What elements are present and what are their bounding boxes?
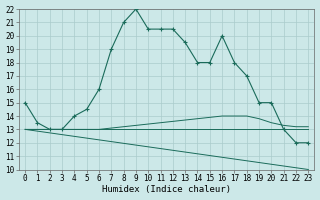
- X-axis label: Humidex (Indice chaleur): Humidex (Indice chaleur): [102, 185, 231, 194]
